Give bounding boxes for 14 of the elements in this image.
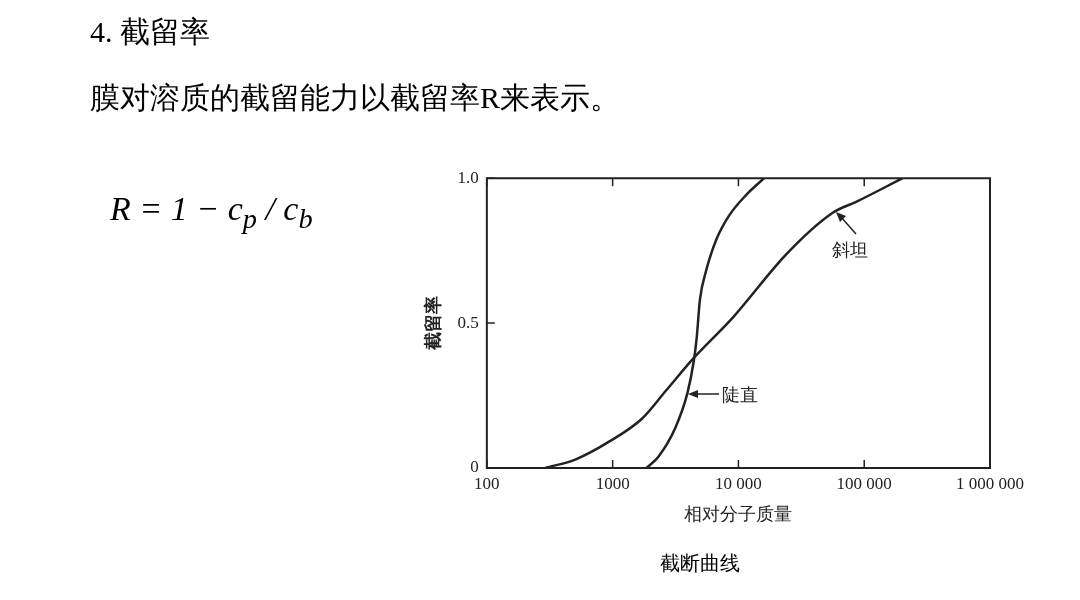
text: 4. 截留率 [90,14,210,50]
annotation: 斜坦 [832,238,868,262]
text: 截断曲线 [660,550,740,577]
y-axis-title: 截留率 [422,296,444,352]
y-tick-label: 0.5 [457,312,479,332]
x-tick-label: 10 000 [715,473,762,493]
annotation: 陡直 [722,383,758,407]
x-tick-label: 1 000 000 [956,473,1024,493]
y-tick-label: 1.0 [457,167,479,187]
x-tick-label: 1000 [595,473,630,493]
chart-subtitle: 膜对溶质的截留能力以截留率R来表示。 [90,80,621,116]
x-tick-label: 100 000 [836,473,892,493]
x-axis-title: 相对分子质量 [684,502,793,524]
text: R = 1 − c$_{p}$ / c$_{b}$ [110,190,313,235]
